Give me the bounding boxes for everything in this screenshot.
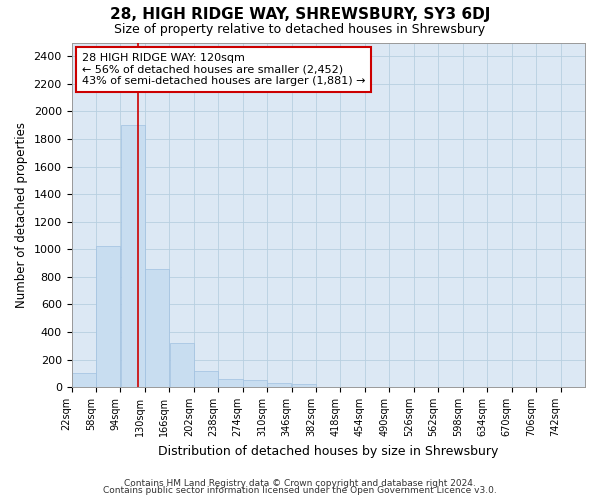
Y-axis label: Number of detached properties: Number of detached properties [15, 122, 28, 308]
Bar [145, 269, 169, 387]
Text: Size of property relative to detached houses in Shrewsbury: Size of property relative to detached ho… [115, 22, 485, 36]
Text: Contains public sector information licensed under the Open Government Licence v3: Contains public sector information licen… [103, 486, 497, 495]
Text: 28, HIGH RIDGE WAY, SHREWSBURY, SY3 6DJ: 28, HIGH RIDGE WAY, SHREWSBURY, SY3 6DJ [110, 8, 490, 22]
Bar [121, 125, 145, 387]
Bar [268, 383, 292, 387]
Bar [243, 380, 267, 387]
Bar [71, 374, 96, 387]
Bar [96, 246, 120, 387]
Bar [292, 384, 316, 387]
Bar [218, 379, 242, 387]
Bar [194, 370, 218, 387]
Text: Contains HM Land Registry data © Crown copyright and database right 2024.: Contains HM Land Registry data © Crown c… [124, 478, 476, 488]
Bar [170, 343, 194, 387]
Text: 28 HIGH RIDGE WAY: 120sqm
← 56% of detached houses are smaller (2,452)
43% of se: 28 HIGH RIDGE WAY: 120sqm ← 56% of detac… [82, 53, 365, 86]
X-axis label: Distribution of detached houses by size in Shrewsbury: Distribution of detached houses by size … [158, 444, 499, 458]
